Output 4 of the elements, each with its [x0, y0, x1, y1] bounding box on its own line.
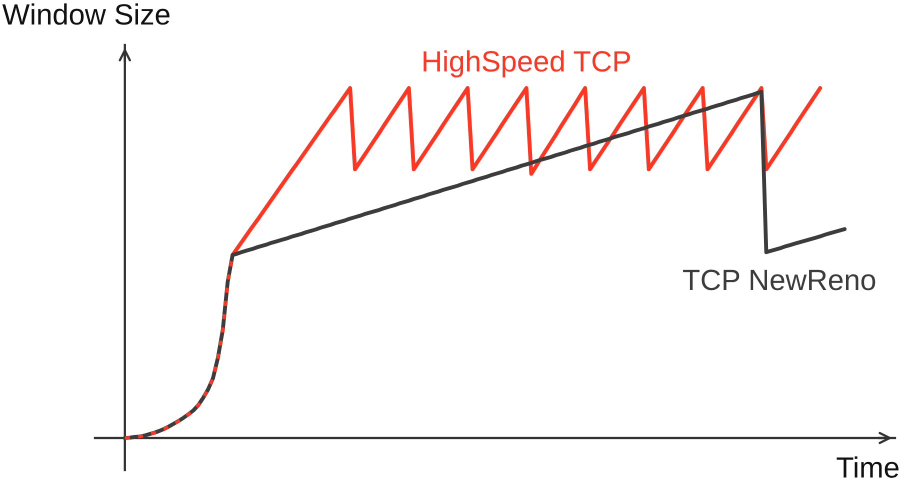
x-axis-title: Time [836, 456, 899, 478]
series-label: HighSpeed TCP [424, 50, 630, 78]
series-label: TCP NewReno [683, 270, 876, 290]
y-axis-title: Window Size [2, 3, 170, 25]
